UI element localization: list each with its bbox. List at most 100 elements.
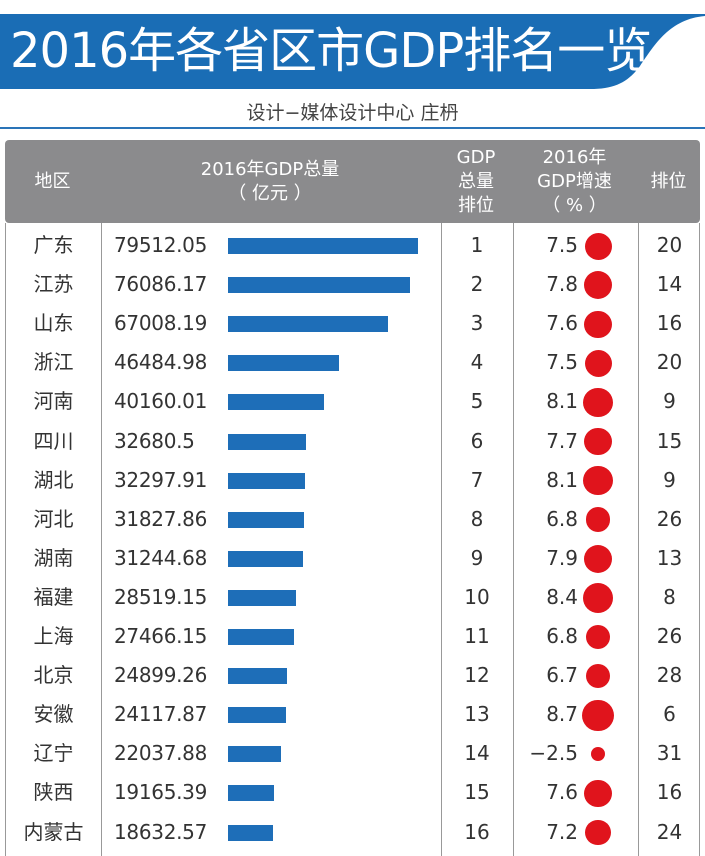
growth-value: 6.8 <box>546 624 578 648</box>
region-name: 浙江 <box>33 350 74 375</box>
gdp-value: 46484.98 <box>114 350 208 375</box>
table-row: 湖北 32297.91 7 8.1 9 <box>6 461 701 500</box>
gdp-value: 27466.15 <box>114 624 208 648</box>
gdp-value: 32297.91 <box>114 467 208 492</box>
gdp-bar <box>228 511 305 528</box>
gdp-value: 31244.68 <box>114 545 208 570</box>
region-name: 湖南 <box>33 545 74 570</box>
gdp-bar <box>228 238 418 254</box>
growth-dot <box>585 624 611 650</box>
table-row: 北京 24899.26 12 6.7 28 <box>6 656 701 695</box>
gdp-bar <box>228 277 410 294</box>
table-row: 福建 28519.15 10 8.4 8 <box>6 578 701 617</box>
growth-value: 8.1 <box>546 467 578 492</box>
gdp-bar <box>228 433 307 450</box>
gdp-table: 广东 79512.05 1 7.5 20 江苏 76086.17 2 7.8 14 山东 67008.… <box>5 223 700 856</box>
column-divider <box>638 223 639 856</box>
growth-dot <box>583 387 613 417</box>
gdp-rank: 7 <box>470 467 484 492</box>
region-name: 湖北 <box>33 467 74 492</box>
growth-rank: 16 <box>656 311 683 336</box>
growth-dot <box>591 747 605 762</box>
gdp-rank: 15 <box>464 780 490 805</box>
growth-rank: 20 <box>656 350 683 375</box>
gdp-value: 28519.15 <box>114 584 208 609</box>
region-name: 福建 <box>33 584 74 609</box>
region-name: 北京 <box>33 663 74 688</box>
gdp-bar <box>228 668 288 685</box>
region-name: 陕西 <box>33 780 74 805</box>
growth-value: 8.7 <box>546 702 578 727</box>
gdp-bar <box>228 394 324 411</box>
region-name: 安徽 <box>33 702 74 727</box>
growth-value: 8.4 <box>546 584 578 609</box>
gdp-value: 67008.19 <box>114 311 208 336</box>
gdp-rank: 13 <box>464 702 490 727</box>
growth-rank: 15 <box>656 428 683 453</box>
region-name: 四川 <box>33 428 74 453</box>
header-growth-rank-label: 排位 <box>650 170 687 192</box>
region-name: 河南 <box>33 389 74 414</box>
header-rank-line1: GDP <box>456 146 496 168</box>
gdp-rank: 14 <box>464 741 490 766</box>
gdp-value: 24117.87 <box>114 702 208 727</box>
growth-dot <box>584 779 612 808</box>
growth-dot <box>583 544 613 573</box>
table-row: 上海 27466.15 11 6.8 26 <box>6 617 701 656</box>
gdp-rank: 2 <box>470 272 484 297</box>
column-divider <box>513 223 514 856</box>
growth-rank: 13 <box>656 545 683 570</box>
header-growth-line3: （ % ） <box>542 194 607 216</box>
gdp-value: 31827.86 <box>114 506 208 531</box>
gdp-bar <box>228 472 306 489</box>
table-row: 广东 79512.05 1 7.5 20 <box>6 226 701 265</box>
growth-value: 7.5 <box>546 350 578 375</box>
region-name: 广东 <box>33 233 74 257</box>
region-name: 上海 <box>33 624 74 648</box>
growth-dot <box>582 582 614 613</box>
growth-value: 7.6 <box>546 311 578 336</box>
growth-value: 7.8 <box>546 272 578 297</box>
table-header: 地区 2016年GDP总量 （ 亿元 ） GDP 总量 排位 2016年 GDP… <box>5 140 700 223</box>
table-row: 河南 40160.01 5 8.1 9 <box>6 382 701 421</box>
growth-value: 6.8 <box>546 506 578 531</box>
gdp-value: 40160.01 <box>114 389 208 414</box>
growth-dot <box>584 427 612 456</box>
growth-dot <box>584 310 612 338</box>
growth-value: −2.5 <box>529 741 578 766</box>
gdp-rank: 4 <box>470 350 484 375</box>
gdp-bar <box>228 589 297 606</box>
growth-rank: 8 <box>663 584 676 609</box>
gdp-value: 76086.17 <box>114 272 208 297</box>
growth-rank: 14 <box>656 272 683 297</box>
growth-rank: 16 <box>656 780 683 805</box>
header-region-label: 地区 <box>34 170 71 192</box>
growth-rank: 26 <box>656 624 683 648</box>
gdp-rank: 5 <box>470 389 484 414</box>
growth-rank: 9 <box>663 467 676 492</box>
region-name: 山东 <box>33 311 74 336</box>
gdp-value: 22037.88 <box>114 741 208 766</box>
growth-dot <box>584 232 612 260</box>
growth-value: 6.7 <box>546 663 578 688</box>
table-row: 浙江 46484.98 4 7.5 20 <box>6 343 701 382</box>
header-growth-line2: GDP增速 <box>537 170 612 192</box>
growth-dot <box>582 699 614 731</box>
gdp-rank: 6 <box>470 428 484 453</box>
table-row: 辽宁 22037.88 14 −2.5 31 <box>6 734 701 773</box>
credit-line: 设计−媒体设计中心 庄枬 <box>246 102 459 124</box>
header-growth: 2016年 GDP增速 （ % ） <box>512 140 637 223</box>
growth-dot <box>585 664 611 689</box>
growth-rank: 24 <box>656 819 683 844</box>
header-region: 地区 <box>5 140 100 223</box>
growth-rank: 6 <box>663 702 676 727</box>
growth-rank: 31 <box>656 741 683 766</box>
gdp-value: 79512.05 <box>114 233 208 257</box>
header-rank-line3: 排位 <box>458 194 494 216</box>
region-name: 江苏 <box>33 272 74 297</box>
table-row: 山东 67008.19 3 7.6 16 <box>6 304 701 343</box>
growth-value: 8.1 <box>546 389 578 414</box>
gdp-rank: 16 <box>464 819 490 844</box>
gdp-rank: 3 <box>470 311 484 336</box>
growth-value: 7.6 <box>546 780 578 805</box>
